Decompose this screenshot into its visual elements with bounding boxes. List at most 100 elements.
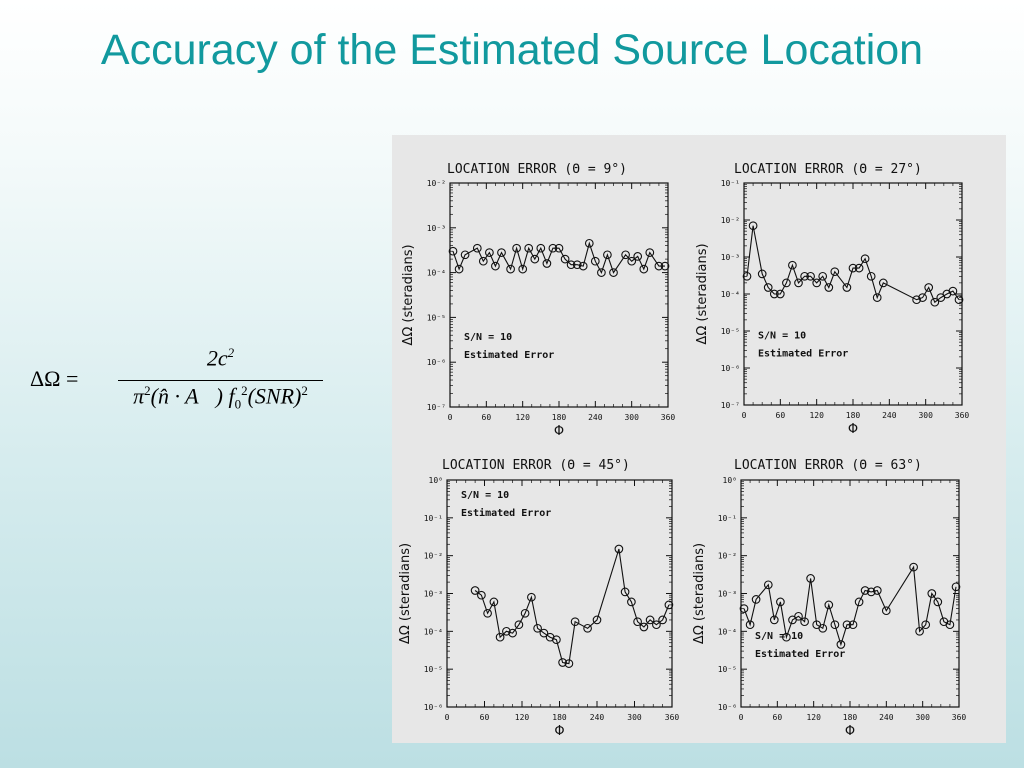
data-point	[633, 617, 642, 627]
data-point	[918, 293, 927, 302]
data-point	[800, 271, 809, 281]
data-point	[912, 295, 921, 305]
x-tick-label: 300	[627, 713, 642, 722]
data-point	[536, 243, 546, 253]
data-point	[794, 278, 803, 288]
x-tick-label: 240	[590, 713, 605, 722]
x-tick-label: 60	[776, 411, 786, 420]
y-tick-label: 10⁻⁷	[721, 401, 740, 410]
data-point	[818, 623, 828, 633]
data-point	[639, 622, 649, 632]
data-point	[854, 597, 864, 607]
data-point	[590, 256, 600, 266]
data-point	[848, 620, 858, 630]
data-point	[478, 256, 488, 266]
y-tick-label: 10⁻¹	[424, 514, 443, 523]
data-point	[763, 283, 773, 292]
data-point	[915, 626, 924, 636]
data-point	[597, 268, 606, 277]
data-point	[769, 615, 779, 625]
data-point	[485, 248, 494, 257]
data-point	[558, 658, 567, 667]
y-axis-label: ΔΩ (steradians)	[401, 244, 416, 345]
slide-title: Accuracy of the Estimated Source Locatio…	[100, 26, 924, 74]
plot-frame	[449, 182, 669, 408]
y-tick-label: 10⁻⁴	[427, 269, 446, 278]
data-point	[739, 604, 749, 613]
data-point	[788, 260, 797, 270]
data-point	[872, 293, 882, 302]
data-point	[654, 261, 664, 271]
data-point	[930, 297, 940, 307]
chart-title: LOCATION ERROR (Θ = 45°)	[442, 458, 630, 473]
data-point	[527, 592, 536, 602]
annotation-text: Estimated Error	[755, 648, 845, 660]
x-axis-label: Φ	[845, 724, 855, 739]
charts-svg: LOCATION ERROR (Θ = 9°) 10⁻⁷ 10⁻⁶ 10⁻⁵ 10⁻⁴ 1…	[398, 162, 969, 739]
chart-title: LOCATION ERROR (Θ = 27°)	[734, 162, 922, 177]
x-tick-label: 0	[445, 713, 450, 722]
data-point	[881, 606, 891, 616]
data-point	[495, 632, 505, 642]
x-tick-label: 240	[588, 413, 603, 422]
data-point	[951, 582, 961, 592]
data-point	[570, 617, 580, 627]
formula-numerator: 2c2	[206, 345, 235, 371]
data-point	[812, 278, 822, 288]
location-error-chart-4: LOCATION ERROR (Θ = 63°) 10⁻⁶ 10⁻⁵ 10⁻⁴ 10⁻³…	[692, 458, 966, 739]
data-point	[860, 586, 870, 595]
data-point	[921, 620, 931, 630]
data-point	[614, 544, 624, 554]
data-point	[524, 243, 534, 253]
data-point	[645, 615, 655, 625]
data-point	[872, 586, 882, 595]
annotation-text: Estimated Error	[464, 349, 554, 361]
data-point	[830, 267, 840, 277]
data-point	[842, 283, 852, 292]
x-tick-label: 60	[482, 413, 492, 422]
y-tick-label: 10⁻⁶	[718, 703, 737, 712]
formula-lhs: ΔΩ =	[30, 366, 79, 391]
data-point	[572, 260, 582, 270]
x-axis-label: Φ	[848, 422, 858, 437]
x-axis-label: Φ	[554, 724, 564, 739]
plot-frame	[740, 479, 960, 708]
data-point	[633, 252, 643, 261]
data-point	[748, 221, 758, 231]
x-tick-label: 180	[552, 413, 567, 422]
data-point	[660, 261, 670, 271]
data-point	[448, 246, 458, 256]
data-point	[512, 243, 521, 253]
data-point	[954, 295, 964, 305]
fraction-bar	[118, 380, 323, 381]
x-tick-label: 0	[448, 413, 453, 422]
y-tick-label: 10⁻⁵	[427, 313, 446, 322]
data-point	[520, 608, 530, 618]
data-point	[560, 254, 570, 264]
data-point	[848, 263, 858, 273]
x-tick-label: 0	[742, 411, 747, 420]
x-tick-label: 180	[552, 713, 567, 722]
location-error-figure: LOCATION ERROR (Θ = 9°) 10⁻⁷ 10⁻⁶ 10⁻⁵ 10⁻⁴ 1…	[392, 135, 1006, 743]
annotation-text: S/N = 10	[758, 330, 806, 341]
y-tick-label: 10⁻³	[718, 590, 737, 599]
y-tick-label: 10⁻¹	[718, 514, 737, 523]
y-tick-label: 10⁻²	[427, 179, 446, 188]
data-point	[806, 271, 815, 281]
data-point	[477, 590, 486, 600]
data-point	[800, 617, 809, 627]
x-tick-label: 0	[739, 713, 744, 722]
x-tick-label: 120	[806, 713, 821, 722]
data-point	[652, 620, 661, 630]
data-point	[948, 286, 958, 296]
data-point	[745, 620, 755, 630]
data-point	[933, 597, 943, 607]
data-point	[945, 620, 955, 630]
data-point	[769, 289, 779, 299]
data-point	[460, 250, 470, 260]
data-point	[824, 283, 834, 292]
x-tick-label: 300	[918, 411, 933, 420]
x-tick-label: 120	[515, 413, 530, 422]
data-point	[627, 597, 636, 607]
data-point	[664, 600, 674, 610]
